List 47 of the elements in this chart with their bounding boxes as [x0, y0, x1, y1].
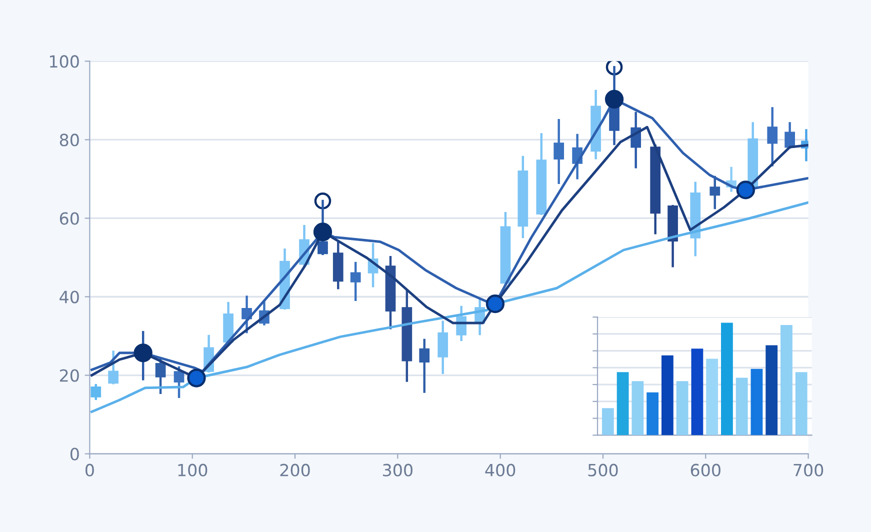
candlestick	[438, 320, 448, 374]
point	[313, 222, 332, 242]
point	[134, 344, 152, 362]
candlestick	[174, 366, 184, 398]
bar	[780, 324, 792, 436]
bar	[616, 372, 629, 436]
bar	[661, 355, 674, 436]
candlestick	[456, 306, 466, 342]
y-tick-label: 40	[60, 290, 79, 304]
bar	[736, 378, 748, 436]
point	[187, 368, 206, 388]
x-tick-label: 0	[86, 464, 94, 476]
x-tick-label: 700	[794, 464, 824, 476]
bar	[676, 381, 688, 436]
bar	[706, 358, 718, 436]
bar	[750, 368, 763, 436]
x-tick-label: 600	[690, 464, 720, 476]
line-series	[90, 201, 808, 414]
candlestick	[767, 107, 778, 166]
candlestick	[318, 200, 328, 256]
point	[486, 294, 505, 314]
candlestick	[554, 118, 564, 184]
bar	[646, 392, 659, 436]
bar	[766, 345, 778, 436]
y-tick-label: 0	[70, 448, 79, 460]
x-tick-label: 100	[178, 464, 208, 476]
candlestick	[108, 350, 118, 384]
candlestick	[350, 262, 361, 301]
point	[604, 90, 624, 109]
bar	[632, 381, 644, 436]
y-tick-label: 20	[60, 369, 79, 382]
bar	[721, 322, 733, 436]
candlestick	[710, 176, 720, 210]
candlestick	[419, 338, 430, 393]
bar	[602, 408, 614, 436]
point	[736, 180, 755, 200]
bar	[691, 348, 704, 436]
x-tick-label: 500	[588, 464, 618, 476]
x-tick-label: 200	[280, 464, 310, 476]
y-tick-label: 100	[50, 55, 79, 68]
candlestick	[90, 384, 102, 400]
candlestick	[242, 296, 252, 334]
y-tick-label: 80	[60, 134, 79, 146]
x-tick-label: 400	[485, 464, 516, 476]
x-tick-label: 300	[383, 464, 412, 476]
bar	[795, 372, 808, 436]
y-tick-label: 60	[60, 212, 79, 225]
